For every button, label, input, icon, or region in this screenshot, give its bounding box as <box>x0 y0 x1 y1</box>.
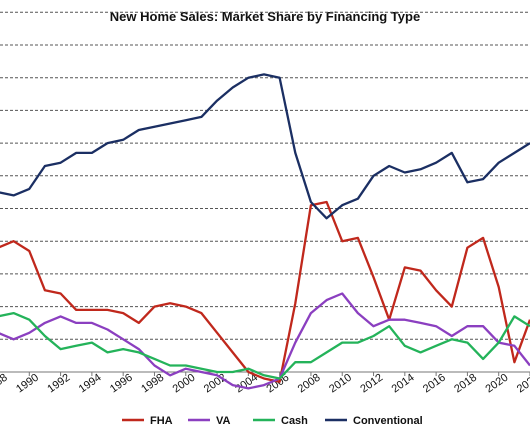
x-tick-label: 1988 <box>0 372 10 396</box>
x-tick-label: 1990 <box>14 372 41 396</box>
x-tick-label: 2000 <box>171 372 198 396</box>
x-tick-label: 2020 <box>484 372 511 396</box>
x-tick-label: 1998 <box>139 372 166 396</box>
x-tick-label: 2022 <box>515 372 530 396</box>
legend-label: Cash <box>281 415 308 427</box>
x-tick-label: 1994 <box>77 372 104 396</box>
series-line-conventional <box>0 73 530 220</box>
x-tick-label: 2008 <box>296 372 323 396</box>
legend-label: VA <box>216 415 231 427</box>
legend-label: FHA <box>150 415 173 427</box>
series-line-cash <box>0 311 530 380</box>
x-tick-label: 2012 <box>358 372 385 396</box>
series-line-fha <box>0 200 530 383</box>
x-tick-label: 2016 <box>421 372 448 396</box>
x-tick-label: 1996 <box>108 372 135 396</box>
x-tick-label: 2018 <box>452 372 479 396</box>
x-tick-label: 2010 <box>327 372 354 396</box>
x-tick-label: 1992 <box>45 372 72 396</box>
legend-label: Conventional <box>353 415 423 427</box>
series-line-va <box>0 292 530 390</box>
x-tick-label: 2014 <box>390 372 417 396</box>
